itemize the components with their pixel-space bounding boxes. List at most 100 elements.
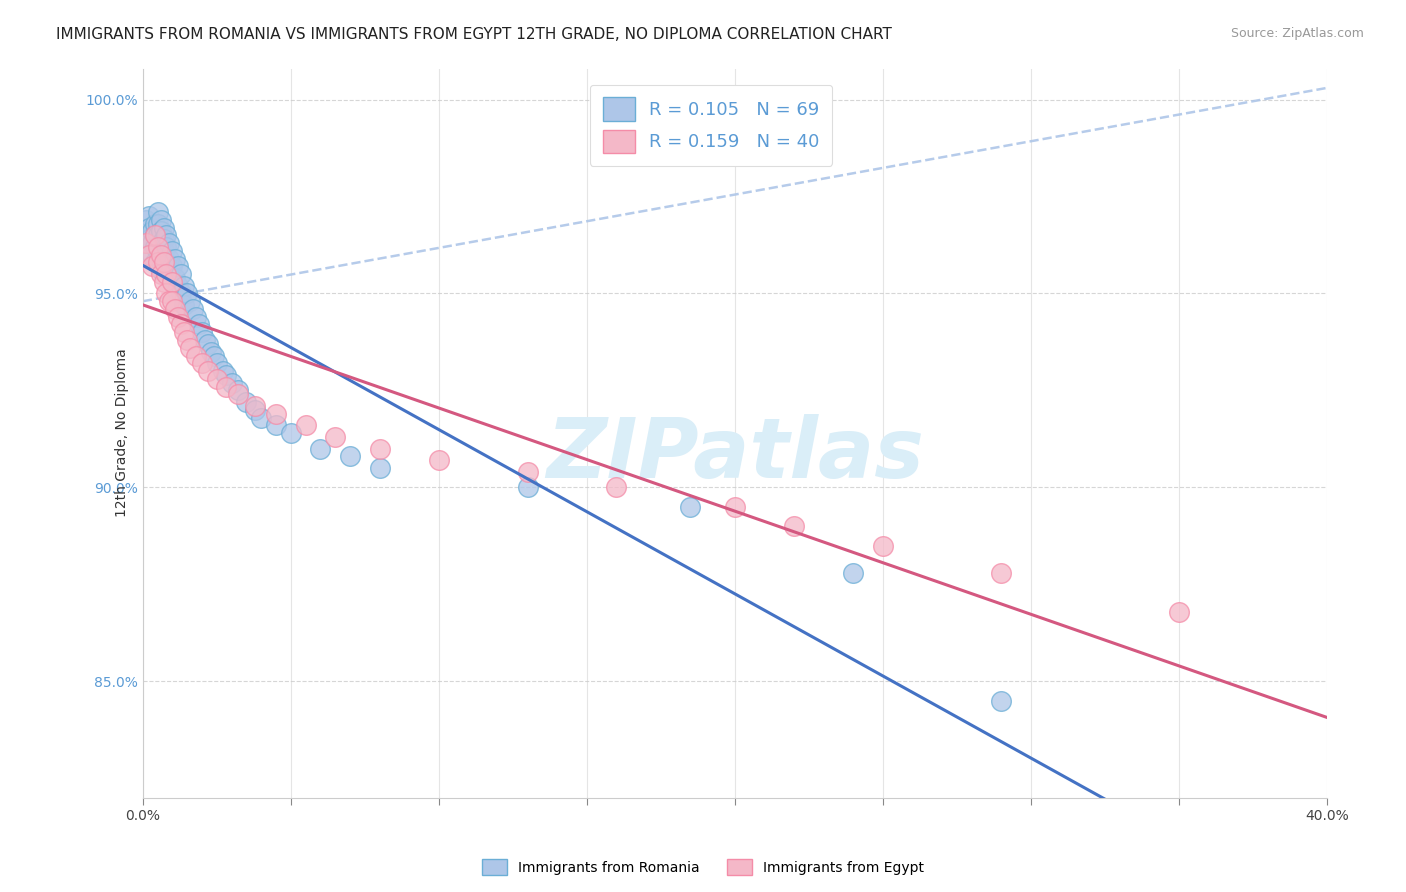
Point bbox=[1167, 605, 1189, 619]
Text: IMMIGRANTS FROM ROMANIA VS IMMIGRANTS FROM EGYPT 12TH GRADE, NO DIPLOMA CORRELAT: IMMIGRANTS FROM ROMANIA VS IMMIGRANTS FR… bbox=[56, 27, 893, 42]
Point bbox=[152, 260, 174, 274]
Point bbox=[181, 301, 204, 316]
Point bbox=[155, 267, 177, 281]
Point bbox=[990, 694, 1012, 708]
Point bbox=[165, 301, 187, 316]
Legend: R = 0.105   N = 69, R = 0.159   N = 40: R = 0.105 N = 69, R = 0.159 N = 40 bbox=[591, 85, 832, 166]
Text: Source: ZipAtlas.com: Source: ZipAtlas.com bbox=[1230, 27, 1364, 40]
Point bbox=[339, 450, 361, 464]
Point bbox=[176, 333, 198, 347]
Point bbox=[205, 372, 228, 386]
Point bbox=[141, 235, 163, 250]
Point bbox=[135, 235, 157, 250]
Point bbox=[146, 205, 169, 219]
Point bbox=[135, 235, 157, 250]
Point bbox=[783, 519, 806, 533]
Point bbox=[170, 267, 193, 281]
Point bbox=[294, 418, 316, 433]
Point bbox=[143, 217, 166, 231]
Point bbox=[323, 430, 346, 444]
Point bbox=[184, 349, 207, 363]
Point bbox=[146, 228, 169, 243]
Point bbox=[143, 255, 166, 269]
Point bbox=[226, 384, 249, 398]
Point bbox=[149, 235, 172, 250]
Point bbox=[368, 461, 391, 475]
Point bbox=[211, 364, 233, 378]
Point bbox=[215, 379, 238, 393]
Point bbox=[135, 212, 157, 227]
Point bbox=[221, 376, 243, 390]
Point bbox=[194, 333, 217, 347]
Point bbox=[165, 271, 187, 285]
Point bbox=[146, 244, 169, 258]
Point bbox=[146, 217, 169, 231]
Point bbox=[141, 248, 163, 262]
Point bbox=[155, 255, 177, 269]
Point bbox=[162, 260, 184, 274]
Point bbox=[138, 248, 160, 262]
Point bbox=[159, 294, 181, 309]
Point bbox=[143, 240, 166, 254]
Point bbox=[197, 364, 219, 378]
Point bbox=[842, 566, 865, 580]
Point bbox=[165, 252, 187, 266]
Point bbox=[245, 402, 267, 417]
Point bbox=[149, 252, 172, 266]
Point bbox=[516, 480, 538, 494]
Point bbox=[245, 399, 267, 413]
Point bbox=[167, 260, 190, 274]
Point bbox=[188, 318, 211, 332]
Point bbox=[138, 209, 160, 223]
Point bbox=[516, 465, 538, 479]
Point bbox=[679, 500, 702, 514]
Point bbox=[309, 442, 332, 456]
Point bbox=[152, 275, 174, 289]
Point bbox=[149, 267, 172, 281]
Point bbox=[197, 337, 219, 351]
Point bbox=[162, 275, 184, 289]
Point bbox=[162, 244, 184, 258]
Legend: Immigrants from Romania, Immigrants from Egypt: Immigrants from Romania, Immigrants from… bbox=[477, 854, 929, 880]
Point bbox=[872, 539, 894, 553]
Point bbox=[152, 255, 174, 269]
Point bbox=[184, 310, 207, 324]
Point bbox=[149, 263, 172, 277]
Point bbox=[149, 224, 172, 238]
Point bbox=[159, 252, 181, 266]
Point bbox=[724, 500, 747, 514]
Point bbox=[167, 310, 190, 324]
Point bbox=[250, 410, 273, 425]
Point bbox=[176, 286, 198, 301]
Point bbox=[146, 255, 169, 269]
Point bbox=[159, 235, 181, 250]
Point bbox=[226, 387, 249, 401]
Point bbox=[191, 325, 214, 339]
Point bbox=[235, 395, 257, 409]
Point bbox=[152, 220, 174, 235]
Point bbox=[173, 278, 195, 293]
Point bbox=[155, 240, 177, 254]
Point bbox=[179, 294, 201, 309]
Point bbox=[264, 407, 287, 421]
Point bbox=[605, 480, 627, 494]
Point bbox=[215, 368, 238, 382]
Point bbox=[138, 220, 160, 235]
Text: ZIPatlas: ZIPatlas bbox=[546, 415, 924, 495]
Point bbox=[138, 232, 160, 246]
Point bbox=[162, 275, 184, 289]
Point bbox=[191, 356, 214, 370]
Point bbox=[143, 228, 166, 243]
Point bbox=[200, 344, 222, 359]
Point bbox=[149, 212, 172, 227]
Point bbox=[990, 566, 1012, 580]
Point bbox=[162, 294, 184, 309]
Point bbox=[179, 341, 201, 355]
Point bbox=[146, 240, 169, 254]
Point bbox=[159, 267, 181, 281]
Point bbox=[427, 453, 450, 467]
Point bbox=[155, 228, 177, 243]
Y-axis label: 12th Grade, No Diploma: 12th Grade, No Diploma bbox=[115, 349, 129, 517]
Point bbox=[173, 298, 195, 312]
Point bbox=[205, 356, 228, 370]
